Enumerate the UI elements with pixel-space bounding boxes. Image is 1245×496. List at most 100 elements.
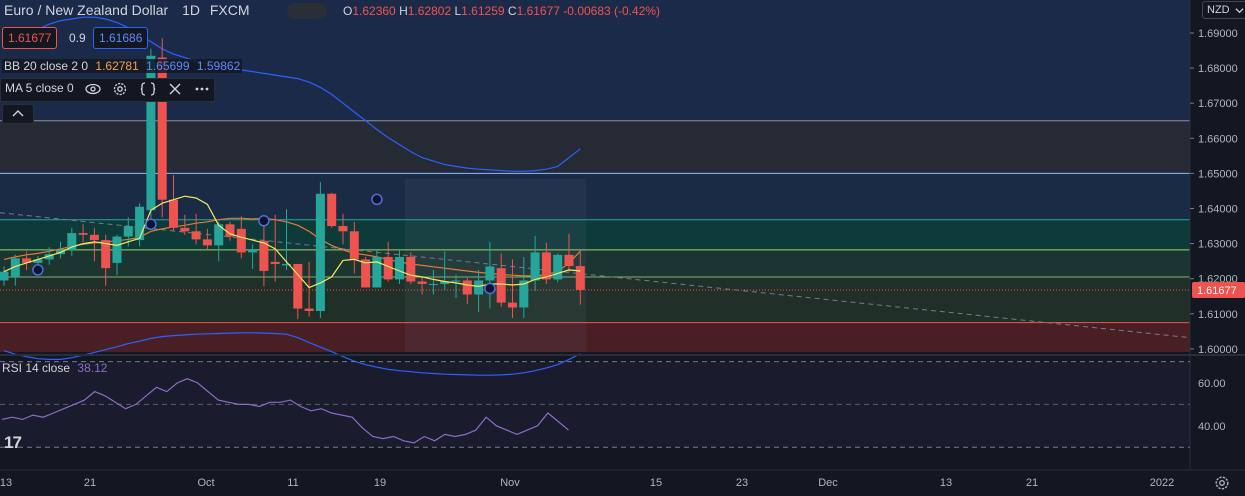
time-tick-label: 19 — [374, 477, 386, 489]
zone-band — [0, 322, 1190, 352]
eye-icon[interactable] — [85, 81, 101, 97]
candle-body — [451, 280, 461, 282]
candle-body — [530, 252, 540, 281]
time-tick-label: Dec — [818, 477, 838, 489]
ma-legend[interactable]: MA 5 close 0 — [0, 78, 216, 102]
price-tick-label: 1.69000 — [1198, 28, 1238, 40]
candle-body — [214, 224, 224, 246]
candle-body — [383, 256, 393, 280]
candle-body — [112, 236, 122, 263]
rsi-tick-label: 40.00 — [1198, 421, 1226, 433]
buy-button[interactable]: 1.61686 — [93, 27, 149, 49]
price-tick-label: 1.66000 — [1198, 133, 1238, 145]
price-tick-label: 1.64000 — [1198, 204, 1238, 216]
rsi-tick-label: 60.00 — [1198, 378, 1226, 390]
candle-body — [304, 308, 314, 311]
chevron-up-icon — [12, 110, 24, 117]
candle-body — [293, 263, 303, 309]
candle-body — [22, 258, 32, 263]
event-marker — [145, 218, 157, 231]
rsi-legend[interactable]: RSI 14 close 38.12 — [2, 361, 107, 375]
rsi-value: 38.12 — [77, 361, 108, 375]
candle-body — [564, 254, 574, 267]
bb-label: BB 20 close 2 0 — [4, 59, 89, 73]
bb-upper-line — [3, 16, 581, 172]
current-price-label: 1.61677 — [1197, 285, 1237, 297]
candle-body — [372, 256, 382, 288]
candle-body — [508, 302, 517, 308]
candle-body — [67, 233, 77, 251]
settings-gear-icon[interactable] — [1214, 475, 1230, 491]
price-tick-label: 1.65000 — [1198, 168, 1238, 180]
ma-label: MA 5 close 0 — [5, 81, 74, 96]
candle-body — [485, 266, 495, 281]
change-value: -0.00683 (-0.42%) — [563, 4, 661, 18]
currency-selector[interactable]: NZD — [1202, 1, 1245, 19]
time-tick-label: 23 — [736, 477, 748, 489]
candle-body — [89, 234, 99, 241]
candle-body — [78, 233, 88, 235]
collapse-legend-button[interactable] — [2, 104, 34, 124]
candle-body — [146, 55, 156, 211]
candle-body — [496, 268, 506, 303]
zone-band — [0, 173, 1190, 220]
candle-body — [259, 240, 269, 271]
sell-button[interactable]: 1.61677 — [2, 27, 58, 49]
candle-body — [0, 271, 9, 281]
candle-body — [44, 254, 54, 260]
time-tick-label: 21 — [1026, 477, 1038, 489]
candle-body — [349, 231, 359, 260]
candle-body — [236, 228, 246, 253]
bb-lower-value: 1.59862 — [196, 59, 241, 73]
candle-body — [327, 193, 337, 227]
rsi-label: RSI 14 close — [2, 361, 71, 375]
bb-mid-value: 1.62781 — [95, 59, 139, 73]
candle-body — [101, 240, 111, 269]
symbol-header: Euro / New Zealand Dollar 1D FXCM — [4, 3, 250, 17]
c-label: C — [507, 4, 517, 18]
candle-body — [395, 256, 404, 280]
candle-body — [157, 57, 167, 200]
time-tick-label: Oct — [197, 477, 214, 489]
ohlc-readout: O1.62360 H1.62802 L1.61259 C1.61677 -0.0… — [343, 4, 660, 18]
time-tick-label: Nov — [500, 477, 520, 489]
bb-lower-line — [3, 332, 581, 376]
bb-legend[interactable]: BB 20 close 2 0 1.62781 1.65699 1.59862 — [2, 59, 243, 73]
price-tick-label: 1.61000 — [1198, 309, 1238, 321]
time-tick-label: 2022 — [1150, 477, 1174, 489]
source-code-icon[interactable] — [140, 81, 156, 97]
candle-body — [270, 261, 280, 264]
chevron-down-icon — [1235, 7, 1244, 13]
candle-body — [428, 283, 438, 285]
tradingview-logo[interactable]: 17 — [4, 433, 22, 452]
close-icon[interactable] — [167, 81, 183, 97]
candle-body — [338, 226, 348, 232]
candle-body — [180, 227, 190, 232]
candle-body — [541, 252, 551, 280]
price-axis-bg — [1190, 0, 1245, 496]
candle-body — [440, 281, 450, 284]
candle-body — [553, 254, 563, 280]
time-tick-label: 21 — [84, 477, 96, 489]
candle-body — [474, 280, 484, 295]
interval[interactable]: 1D — [182, 2, 200, 18]
symbol-name[interactable]: Euro / New Zealand Dollar — [4, 2, 169, 18]
candle-body — [191, 231, 201, 240]
visibility-toggle[interactable] — [287, 3, 327, 19]
gear-icon[interactable] — [112, 81, 128, 97]
ma5-line — [3, 195, 581, 289]
candle-body — [169, 199, 178, 228]
currency-label: NZD — [1207, 4, 1230, 16]
time-tick-label: 13 — [940, 477, 952, 489]
price-tick-label: 1.67000 — [1198, 98, 1238, 110]
candle-body — [202, 239, 212, 246]
event-marker — [371, 193, 383, 206]
high-value: 1.62802 — [407, 4, 452, 18]
zone-band — [0, 249, 1190, 277]
time-tick-label: 11 — [287, 477, 298, 489]
candle-body — [417, 281, 427, 284]
more-icon[interactable] — [194, 81, 210, 97]
bb-upper-value: 1.65699 — [146, 59, 190, 73]
zone-band — [0, 276, 1190, 323]
